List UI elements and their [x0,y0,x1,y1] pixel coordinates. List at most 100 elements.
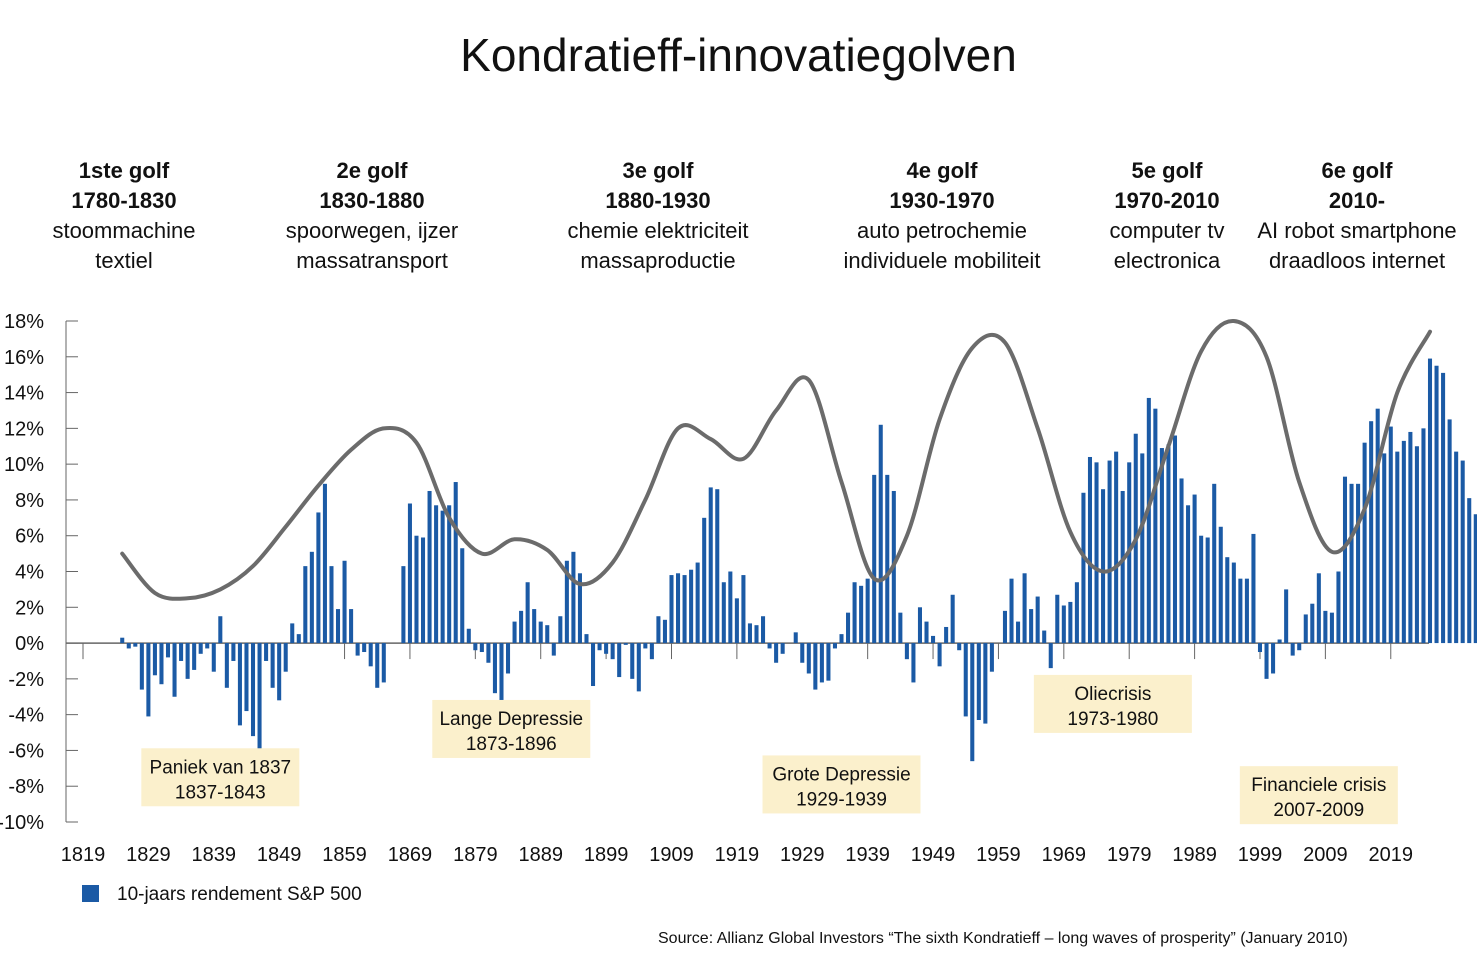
bar [1401,440,1406,644]
bar [649,643,654,660]
y-tick-label: 4% [15,562,44,584]
bar [342,560,347,644]
y-tick-label: 2% [15,597,44,619]
bar [800,643,805,663]
bar [610,643,615,660]
wave-4-label: 4e golf 1930-1970 auto petrochemie indiv… [822,156,1062,276]
bar [963,643,968,717]
bar [322,483,327,644]
x-tick-label: 1889 [518,844,563,866]
bar [734,598,739,644]
annotation-period: 2007-2009 [1273,800,1364,821]
crisis-annotations: Paniek van 1837 1837-1843 Lange Depressie 1… [141,674,1398,825]
bar [126,643,131,649]
bar [434,505,439,644]
bar [1310,603,1315,644]
bar [950,594,955,644]
bar [316,512,321,644]
bar [1349,483,1354,644]
source-note: Source: Allianz Global Investors “The si… [658,930,1348,947]
bar [375,643,380,688]
bar [486,643,491,663]
bar [224,643,229,688]
bar [349,609,354,644]
x-tick-label: 1859 [322,844,367,866]
annotation-box [141,748,300,807]
bar [767,643,772,649]
bar [931,635,936,644]
annotation-5: Financiele crisis 2007-2009 [1239,766,1398,825]
bar [1205,537,1210,644]
wave-5-years: 1970-2010 [1114,188,1220,213]
annotation-period: 1837-1843 [175,782,266,803]
wave-5-innovation-1: computer tv [1109,218,1225,243]
bar [872,474,877,644]
annotation-period: 1873-1896 [466,734,557,755]
bar [761,616,766,644]
bar [1146,397,1151,644]
wave-4-innovation-2: individuele mobiliteit [843,248,1041,273]
y-tick-label: 0% [15,633,44,655]
bar [1074,582,1079,644]
bar [1427,358,1433,644]
bar [1055,594,1060,644]
bar [447,505,452,644]
bar [172,643,177,697]
y-tick-label: 6% [15,526,44,548]
y-tick-label: -2% [8,669,44,691]
bar [1382,453,1387,644]
bar [1467,498,1472,644]
bar [283,643,288,672]
x-tick-label: 1979 [1107,844,1152,866]
bar [499,643,504,703]
bar [597,643,602,651]
bar [715,489,720,644]
bar [911,643,916,683]
bar [617,643,622,678]
bar [819,643,824,683]
annotation-4: Oliecrisis 1973-1980 [1033,674,1192,733]
bar [793,632,798,644]
bar [924,621,929,644]
bar [885,474,890,644]
bar [492,643,497,694]
bar [983,643,988,724]
bar [630,643,635,679]
bar [309,551,314,644]
bar [250,643,256,737]
bar [152,643,157,676]
bar [1029,609,1034,644]
bar [591,643,596,687]
bar [1323,610,1328,644]
bar [505,643,511,674]
bar [414,535,419,644]
bar [662,619,667,644]
legend-label: 10-jaars rendement S&P 500 [117,884,362,905]
bar [1414,446,1419,644]
bar [728,571,733,644]
annotation-box [1239,766,1398,825]
bar [1271,643,1276,674]
bar [1447,419,1452,644]
kondratieff-wave-curve [120,318,1432,601]
bar [440,510,445,644]
bar [813,643,818,690]
legend-swatch [82,885,99,902]
bar [1212,483,1217,644]
bar [1081,492,1086,644]
bar [917,607,922,644]
annotation-box [1033,674,1192,733]
bar [538,621,543,644]
bar [1277,639,1282,644]
bar [532,609,537,644]
bar [1395,451,1400,644]
bar [545,625,550,644]
x-tick-label: 2009 [1303,844,1348,866]
bar [1179,478,1184,644]
x-tick-label: 1919 [715,844,760,866]
bar [1303,614,1308,644]
bar [211,643,216,672]
bar [1225,557,1230,644]
bar [1186,505,1191,644]
